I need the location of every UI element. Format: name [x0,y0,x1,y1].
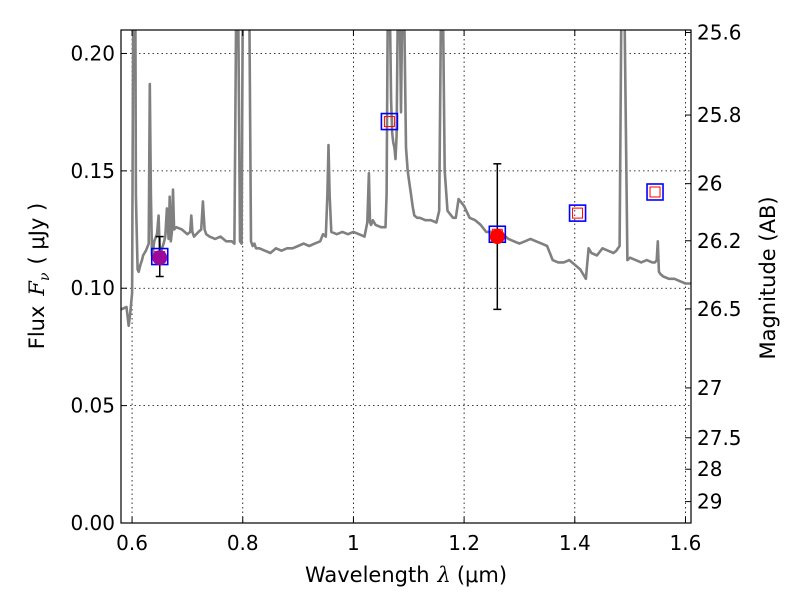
y2-tick-label: 26 [697,172,722,196]
markers [150,112,664,266]
y-tick-label: 0.10 [70,276,115,300]
y2-axis-label: Magnitude (AB) [756,196,780,359]
model-point-inner [383,116,395,128]
y2-tick-label: 27.5 [697,426,742,450]
y2-tick-label: 28 [697,457,722,481]
y2-tick-label: 29 [697,490,722,514]
model-point-outer [380,112,399,131]
y2-tick-label: 27 [697,376,722,400]
photometry-point [152,250,168,266]
y2-tick-label: 26.2 [697,229,742,253]
x-tick-label: 0.6 [116,531,148,555]
y-axis-label: FluxFν( μJy ) [25,203,53,349]
y-tick-label: 0.00 [70,511,115,535]
model-point-outer [646,183,664,201]
y-tick-label: 0.05 [70,394,115,418]
spectrum-line [121,30,691,328]
y2-tick-label: 26.5 [697,297,742,321]
model-point-inner [649,186,661,198]
y2-tick-label: 25.6 [697,21,742,45]
model-point-inner [572,207,584,219]
x-tick-label: 1 [347,531,360,555]
photometry-point [489,229,505,245]
x-axis-label: Wavelength λ (μm) [305,563,507,587]
axis-ticks: 0.6 0.8 1 1.2 1.4 1.6 0.00 0.05 0.10 0.15 0.20 25.6… [70,21,741,555]
plot-frame [120,29,692,524]
model-point-outer [568,204,587,222]
y-tick-label: 0.15 [70,159,115,183]
y2-tick-label: 25.8 [697,103,742,127]
y-tick-label: 0.20 [70,41,115,65]
x-tick-label: 0.8 [227,531,259,555]
x-tick-label: 1.6 [670,531,702,555]
x-tick-label: 1.4 [559,531,591,555]
x-tick-label: 1.2 [448,531,480,555]
